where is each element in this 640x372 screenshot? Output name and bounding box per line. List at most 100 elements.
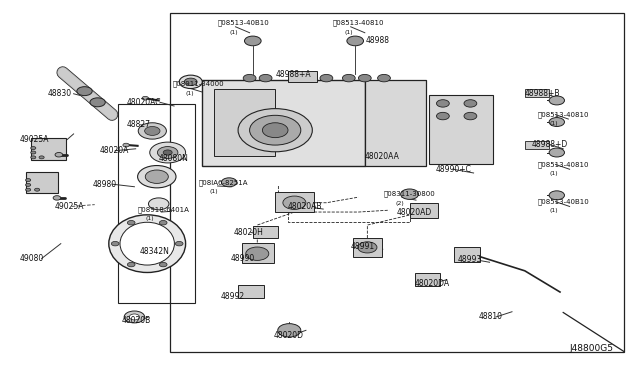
Text: ⓝ08911-34000: ⓝ08911-34000: [173, 80, 225, 87]
Circle shape: [31, 147, 36, 150]
Bar: [454, 247, 480, 262]
Bar: [275, 192, 314, 212]
Text: 48020AC: 48020AC: [127, 98, 161, 107]
Circle shape: [31, 151, 36, 154]
Text: (1): (1): [229, 30, 237, 35]
Text: 48988+B: 48988+B: [525, 89, 560, 97]
Circle shape: [145, 170, 168, 183]
Text: 48020DA: 48020DA: [415, 279, 450, 288]
Circle shape: [163, 150, 172, 155]
Ellipse shape: [109, 215, 186, 272]
Circle shape: [184, 78, 197, 86]
Bar: [253, 226, 278, 238]
Text: 48830: 48830: [48, 89, 72, 97]
Circle shape: [26, 179, 31, 182]
Circle shape: [175, 241, 183, 246]
Text: 48991: 48991: [351, 242, 375, 251]
Circle shape: [150, 142, 186, 163]
Circle shape: [549, 191, 564, 200]
Bar: [214, 89, 275, 156]
Circle shape: [320, 74, 333, 82]
Circle shape: [243, 74, 256, 82]
Circle shape: [246, 247, 269, 260]
Text: (1): (1): [146, 216, 154, 221]
Text: 48020H: 48020H: [234, 228, 264, 237]
Circle shape: [148, 198, 169, 210]
Circle shape: [358, 242, 377, 253]
Text: Ⓝ08513-40810: Ⓝ08513-40810: [538, 161, 589, 168]
Circle shape: [142, 96, 148, 100]
Circle shape: [26, 188, 31, 191]
Text: 48990+C: 48990+C: [435, 165, 471, 174]
Circle shape: [244, 36, 261, 46]
Text: ⓝ08918-6401A: ⓝ08918-6401A: [138, 206, 189, 213]
Circle shape: [221, 178, 237, 187]
Circle shape: [464, 112, 477, 120]
Bar: [353, 238, 382, 257]
Text: Ⓝ08513-40810: Ⓝ08513-40810: [333, 20, 384, 26]
Circle shape: [77, 87, 92, 96]
Circle shape: [53, 196, 61, 200]
Text: 48988+A: 48988+A: [275, 70, 311, 79]
Text: (2): (2): [396, 201, 404, 206]
Text: 48020D: 48020D: [274, 331, 304, 340]
Circle shape: [127, 221, 135, 225]
Text: 49080: 49080: [19, 254, 44, 263]
Bar: [242, 243, 274, 263]
Text: 48020A: 48020A: [99, 146, 129, 155]
Circle shape: [549, 118, 564, 126]
Circle shape: [549, 96, 564, 105]
Text: 48342N: 48342N: [140, 247, 170, 256]
Circle shape: [259, 74, 272, 82]
Bar: [26, 172, 58, 193]
Circle shape: [342, 74, 355, 82]
Text: 48990: 48990: [230, 254, 255, 263]
Circle shape: [436, 112, 449, 120]
Text: 49025A: 49025A: [54, 202, 84, 211]
Circle shape: [138, 166, 176, 188]
Circle shape: [549, 148, 564, 157]
Circle shape: [358, 74, 371, 82]
Bar: [202, 80, 365, 166]
Circle shape: [26, 183, 31, 186]
Bar: [365, 80, 426, 166]
Bar: [410, 203, 438, 218]
Text: 48992: 48992: [221, 292, 245, 301]
Text: (1): (1): [549, 171, 557, 176]
Bar: [525, 141, 549, 149]
Circle shape: [179, 75, 202, 89]
Circle shape: [283, 196, 306, 209]
Circle shape: [159, 262, 167, 267]
Text: ⓝ08311-30800: ⓝ08311-30800: [384, 191, 436, 198]
Text: 48988: 48988: [366, 36, 390, 45]
Text: (1): (1): [344, 30, 353, 35]
Bar: [415, 273, 440, 286]
Circle shape: [347, 36, 364, 46]
Text: 48980: 48980: [93, 180, 117, 189]
Circle shape: [250, 115, 301, 145]
Circle shape: [278, 324, 301, 337]
Bar: [170, 13, 624, 352]
Circle shape: [55, 153, 63, 157]
Circle shape: [401, 189, 419, 199]
Text: 49025A: 49025A: [19, 135, 49, 144]
Circle shape: [262, 123, 288, 138]
Circle shape: [124, 311, 145, 323]
Text: 48810: 48810: [479, 312, 503, 321]
Text: 48988+D: 48988+D: [531, 140, 568, 149]
Text: 48020B: 48020B: [122, 316, 151, 325]
Text: Ⓝ08513-40810: Ⓝ08513-40810: [538, 111, 589, 118]
Text: (1): (1): [549, 121, 557, 126]
Circle shape: [145, 126, 160, 135]
Text: 48020AD: 48020AD: [397, 208, 432, 217]
Text: (1): (1): [186, 91, 194, 96]
Circle shape: [138, 123, 166, 139]
Text: 48020AB: 48020AB: [288, 202, 323, 211]
Bar: [238, 285, 264, 298]
Circle shape: [159, 221, 167, 225]
Circle shape: [39, 156, 44, 159]
Circle shape: [123, 143, 129, 147]
Circle shape: [111, 241, 119, 246]
Text: (1): (1): [549, 208, 557, 213]
Ellipse shape: [120, 222, 175, 265]
